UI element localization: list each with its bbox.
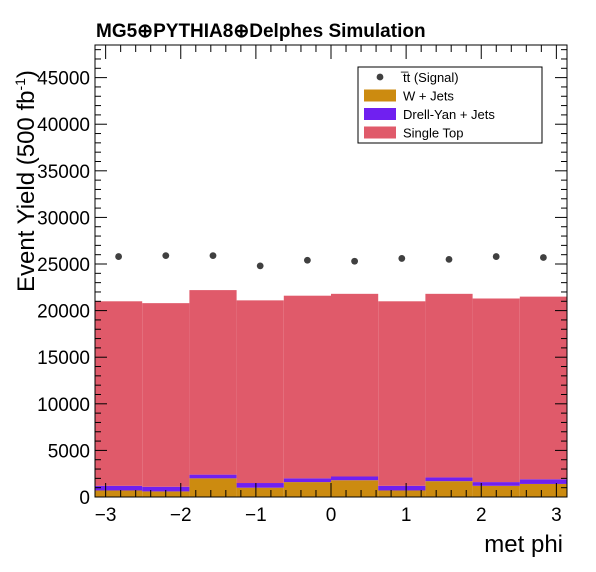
- bar-series2-bin4: [283, 295, 331, 479]
- signal-point-9: [539, 254, 547, 261]
- y-tick-label-6: 30000: [37, 208, 90, 229]
- bar-series0-bin3: [236, 487, 284, 497]
- legend-swatch-1: [364, 89, 396, 102]
- x-tick-label-1: −2: [170, 505, 192, 526]
- signal-point-5: [351, 257, 359, 265]
- signal-point-0: [115, 253, 123, 260]
- signal-point-3: [256, 262, 264, 270]
- bar-series2-bin0: [95, 301, 143, 486]
- x-tick-label-3: 0: [326, 505, 337, 526]
- y-tick-label-5: 25000: [37, 255, 90, 276]
- chart-title: MG5⊕PYTHIA8⊕Delphes Simulation: [96, 21, 426, 42]
- y-tick-label-9: 45000: [37, 69, 90, 90]
- bar-series2-bin2: [189, 290, 237, 475]
- x-tick-label-2: −1: [245, 505, 267, 526]
- axes: 0 5000 10000 15000 20000 25000 30000 35000 40000…: [37, 44, 568, 526]
- bar-series1-bin5: [331, 476, 379, 481]
- signal-point-8: [492, 253, 500, 260]
- bar-series2-bin7: [425, 293, 473, 478]
- legend-label-2: Drell-Yan + Jets: [403, 107, 495, 122]
- signal-point-6: [398, 255, 406, 262]
- bar-series1-bin6: [378, 485, 426, 491]
- signal-point-1: [162, 252, 170, 260]
- x-tick-label-0: −3: [95, 505, 117, 526]
- bar-series0-bin9: [519, 483, 567, 497]
- bar-series0-bin7: [425, 481, 473, 497]
- legend-label-0: t̅t (Signal): [401, 70, 459, 85]
- bar-series2-bin6: [378, 301, 426, 486]
- bar-series2-bin1: [142, 303, 190, 487]
- y-tick-label-7: 35000: [37, 162, 90, 183]
- y-tick-label-1: 5000: [48, 441, 90, 462]
- bar-series1-bin0: [95, 485, 143, 491]
- x-tick-label-4: 1: [401, 505, 412, 526]
- bar-series1-bin8: [472, 482, 520, 486]
- y-axis-label-close: ): [13, 70, 40, 78]
- x-tick-label-5: 2: [476, 505, 487, 526]
- x-axis-label: met phi: [484, 531, 563, 558]
- y-tick-label-3: 15000: [37, 348, 90, 369]
- bar-series2-bin8: [472, 298, 520, 483]
- bar-series1-bin4: [283, 478, 331, 483]
- bar-series0-bin5: [331, 480, 379, 497]
- plot-area: [95, 252, 567, 497]
- signal-point-4: [303, 256, 311, 264]
- legend: t̅t (Signal) W + Jets Drell-Yan + Jets Sing…: [357, 66, 543, 144]
- legend-swatch-2: [364, 108, 396, 120]
- legend-marker-0: [376, 73, 384, 81]
- bar-series1-bin2: [189, 474, 237, 479]
- legend-label-1: W + Jets: [403, 89, 454, 104]
- bar-series0-bin0: [95, 490, 143, 497]
- y-tick-label-4: 20000: [37, 302, 90, 323]
- y-tick-label-0: 0: [79, 488, 90, 509]
- y-axis-label: Event Yield (500 fb-1): [12, 70, 40, 292]
- bar-series0-bin2: [189, 478, 237, 497]
- bar-series0-bin4: [283, 482, 331, 497]
- signal-point-2: [209, 252, 217, 260]
- y-axis-label-superscript: -1: [12, 78, 28, 91]
- y-axis-label-main: Event Yield (500 fb: [13, 91, 40, 292]
- bar-series1-bin7: [425, 477, 473, 482]
- y-tick-label-8: 40000: [37, 115, 90, 136]
- bar-series2-bin3: [236, 300, 284, 484]
- bar-series1-bin3: [236, 483, 284, 488]
- bar-series2-bin5: [331, 293, 379, 477]
- bar-series0-bin6: [378, 490, 426, 497]
- bar-series1-bin9: [519, 479, 567, 484]
- bar-series1-bin1: [142, 486, 190, 492]
- y-tick-label-2: 10000: [37, 395, 90, 416]
- legend-label-3: Single Top: [403, 126, 463, 141]
- x-tick-label-6: 3: [551, 505, 562, 526]
- bar-series2-bin9: [519, 296, 567, 480]
- signal-point-7: [445, 255, 453, 263]
- legend-swatch-3: [364, 126, 396, 139]
